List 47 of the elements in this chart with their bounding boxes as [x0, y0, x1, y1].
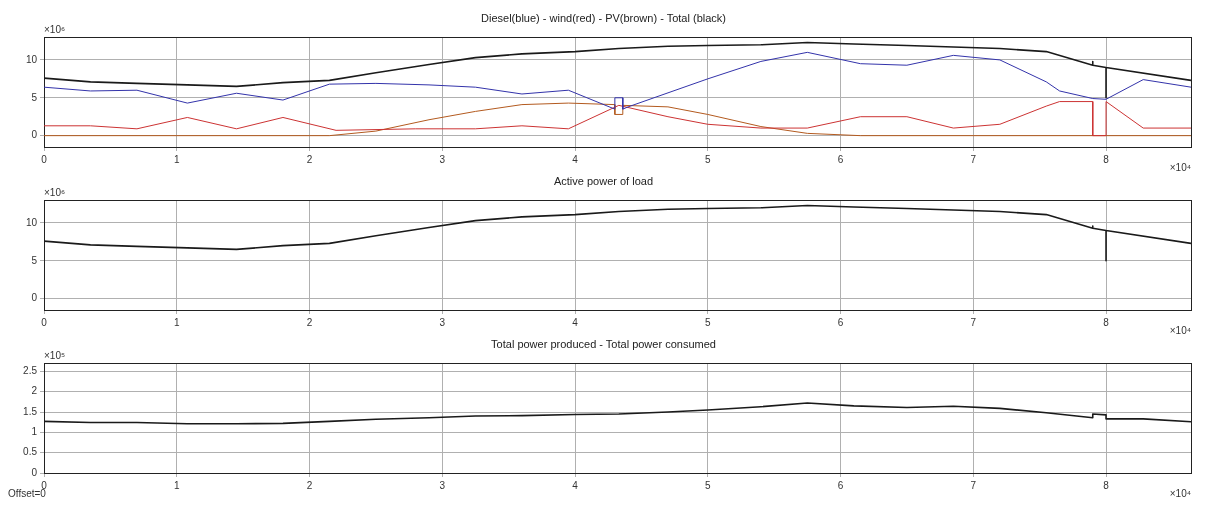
- x-tick-label: 0: [41, 316, 48, 328]
- x-tick-label: 5: [704, 153, 711, 165]
- chart-title: Diesel(blue) - wind(red) - PV(brown) - Total (black): [481, 11, 726, 24]
- chart-title: Active power of load: [553, 174, 654, 187]
- chart-title: Total power produced - Total power consumed: [491, 337, 716, 350]
- x-tick-label: 3: [439, 316, 446, 328]
- x-tick-label: 8: [1103, 479, 1110, 491]
- x-tick-label: 1: [173, 153, 180, 165]
- y-tick-label: 0: [31, 466, 38, 478]
- text: ×10⁴: [1169, 487, 1191, 499]
- x-tick-label: 6: [837, 153, 844, 165]
- y-tick-label: 10: [25, 53, 38, 65]
- x-tick-label: 8: [1103, 316, 1110, 328]
- x-tick-label: 8: [1103, 153, 1110, 165]
- x-tick-label: 7: [970, 153, 977, 165]
- y-tick-label: 2: [31, 385, 38, 397]
- x-tick-label: 5: [704, 316, 711, 328]
- x-tick-label: 0: [41, 153, 48, 165]
- y-tick-label: 5: [31, 254, 38, 266]
- y-tick-label: 1.5: [23, 405, 38, 417]
- x-tick-label: 2: [306, 479, 313, 491]
- y-tick-label: 1: [31, 426, 38, 438]
- text: ×10⁵: [44, 349, 66, 361]
- text: ×10⁴: [1169, 161, 1191, 173]
- x-tick-label: 5: [704, 479, 711, 491]
- y-tick-label: 0: [31, 129, 38, 141]
- text: ×10⁴: [1169, 324, 1191, 336]
- x-tick-label: 6: [837, 316, 844, 328]
- x-tick-label: 1: [173, 316, 180, 328]
- y-tick-label: 5: [31, 91, 38, 103]
- y-tick-label: 10: [25, 216, 38, 228]
- y-tick-label: 0: [31, 292, 38, 304]
- x-tick-label: 6: [837, 479, 844, 491]
- x-tick-label: 7: [970, 316, 977, 328]
- y-tick-label: 2.5: [23, 365, 38, 377]
- text: ×10⁶: [44, 186, 66, 198]
- x-tick-label: 3: [439, 479, 446, 491]
- x-tick-label: 7: [970, 479, 977, 491]
- x-tick-label: 1: [173, 479, 180, 491]
- x-tick-label: 4: [572, 316, 579, 328]
- x-tick-label: 2: [306, 316, 313, 328]
- text: ×10⁶: [44, 23, 66, 35]
- x-tick-label: 2: [306, 153, 313, 165]
- x-tick-label: 4: [572, 479, 579, 491]
- x-tick-label: 3: [439, 153, 446, 165]
- x-tick-label: 4: [572, 153, 579, 165]
- y-tick-label: 0.5: [23, 446, 38, 458]
